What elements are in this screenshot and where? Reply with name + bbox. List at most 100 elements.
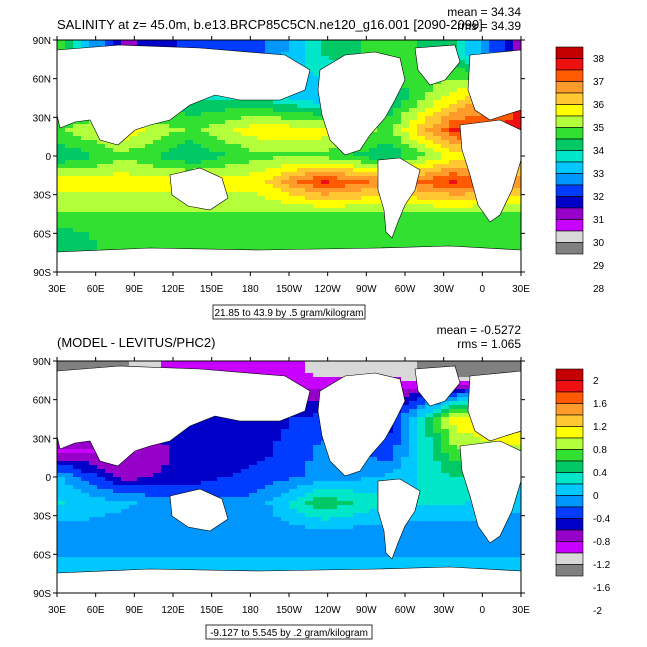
field-cell [297,208,306,213]
field-cell [441,204,450,209]
field-cell [305,409,314,414]
field-cell [209,132,218,137]
field-cell [321,204,330,209]
field-cell [409,389,418,394]
field-cell [473,208,482,213]
field-cell [273,144,282,149]
field-cell [369,40,378,45]
field-cell [81,168,90,173]
field-cell [313,401,322,406]
field-cell [321,220,330,225]
field-cell [113,164,122,169]
field-cell [217,216,226,221]
field-cell [233,361,242,366]
field-cell [425,188,434,193]
rms-stat: rms = 1.065 [457,337,521,351]
field-cell [409,240,418,245]
field-cell [313,389,322,394]
field-cell [177,148,186,153]
field-cell [65,192,74,197]
field-cell [449,196,458,201]
field-cell [449,92,458,97]
field-cell [489,236,498,241]
field-cell [409,425,418,430]
field-cell [313,76,322,81]
field-cell [281,429,290,434]
field-cell [345,184,354,189]
field-cell [153,449,162,454]
field-cell [401,104,410,109]
field-cell [153,132,162,137]
field-cell [89,449,98,454]
field-cell [65,132,74,137]
field-cell [337,44,346,49]
field-cell [465,437,474,442]
field-cell [369,152,378,157]
field-cell [473,48,482,53]
field-cell [257,120,266,125]
field-cell [457,429,466,434]
field-cell [113,172,122,177]
field-cell [497,216,506,221]
field-cell [313,192,322,197]
field-cell [401,64,410,69]
field-cell [177,216,186,221]
field-cell [81,248,90,253]
field-cell [113,200,122,205]
field-cell [313,236,322,241]
field-cell [81,232,90,237]
field-cell [281,361,290,366]
field-cell [129,224,138,229]
field-cell [441,164,450,169]
field-cell [433,361,442,366]
field-cell [401,381,410,386]
field-cell [457,389,466,394]
field-cell [57,164,66,169]
lat-tick-label: 90S [33,268,51,279]
field-cell [457,385,466,390]
field-cell [273,112,282,117]
field-cell [121,160,130,165]
field-cell [393,44,402,49]
field-cell [249,160,258,165]
field-cell [217,361,226,366]
field-cell [497,48,506,53]
field-cell [89,236,98,241]
field-cell [457,68,466,73]
field-cell [313,88,322,93]
field-cell [337,164,346,169]
field-cell [369,196,378,201]
field-cell [97,216,106,221]
field-cell [121,244,130,249]
field-cell [225,168,234,173]
field-cell [313,200,322,205]
field-cell [273,369,282,374]
field-cell [409,385,418,390]
field-cell [417,445,426,450]
field-cell [353,156,362,161]
field-cell [289,160,298,165]
field-cell [441,88,450,93]
field-cell [433,200,442,205]
field-cell [225,425,234,430]
field-cell [305,212,314,217]
field-cell [257,108,266,113]
field-cell [57,244,66,249]
field-cell [329,373,338,378]
field-cell [345,361,354,366]
field-cell [417,204,426,209]
field-cell [449,405,458,410]
field-cell [473,441,482,446]
field-cell [513,433,521,438]
field-cell [57,224,66,229]
field-cell [401,48,410,53]
field-cell [401,208,410,213]
field-cell [65,244,74,249]
field-cell [281,236,290,241]
field-cell [177,236,186,241]
field-cell [153,140,162,145]
field-cell [217,124,226,129]
field-cell [217,220,226,225]
field-cell [137,144,146,149]
field-cell [393,240,402,245]
